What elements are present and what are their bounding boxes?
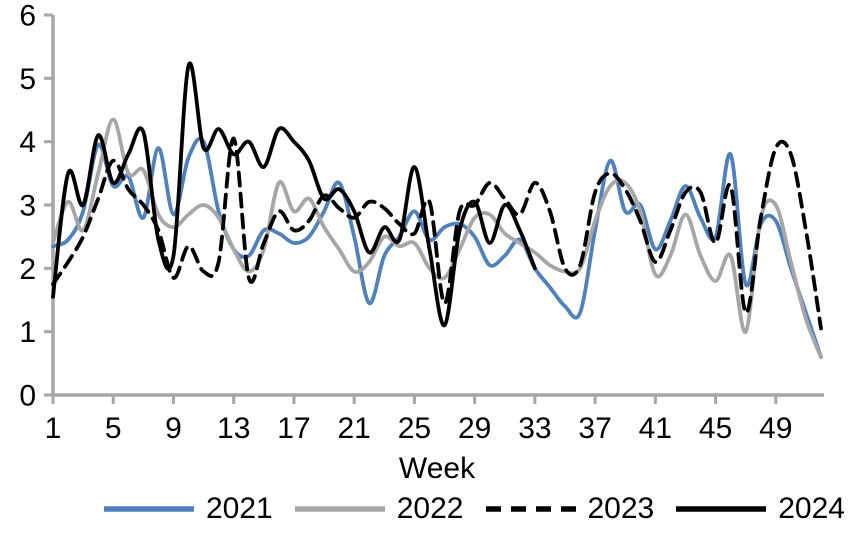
x-tick-label: 33 [518, 412, 551, 445]
legend-label-2021: 2021 [206, 492, 273, 525]
y-tick-label: 1 [19, 316, 36, 349]
x-tick-label: 1 [45, 412, 62, 445]
legend-swatch-2023-dashed-line [485, 506, 576, 512]
series-line-2022 [51, 117, 823, 359]
chart-legend: 2021 2022 2023 2024 [104, 494, 845, 524]
x-tick-label: 29 [458, 412, 491, 445]
legend-item-2022: 2022 [294, 492, 464, 525]
x-tick-label: 49 [759, 412, 792, 445]
x-tick-label: 5 [105, 412, 122, 445]
x-axis-title-row: Week [22, 452, 852, 486]
series-line-2024 [51, 61, 537, 328]
y-tick-label: 5 [19, 63, 36, 96]
y-tick-label: 4 [19, 126, 36, 159]
x-tick-label: 41 [639, 412, 672, 445]
legend-label-2024: 2024 [778, 492, 845, 525]
y-tick-label: 3 [19, 190, 36, 223]
x-axis-title: Week [398, 452, 476, 485]
x-tick-label: 45 [699, 412, 732, 445]
x-tick-label: 21 [337, 412, 370, 445]
y-tick-label: 6 [19, 0, 36, 33]
legend-swatch-2021-line [104, 506, 194, 512]
y-tick-label: 0 [19, 380, 36, 413]
x-tick-label: 9 [165, 412, 182, 445]
x-tick-label: 37 [578, 412, 611, 445]
x-tick-label: 13 [217, 412, 250, 445]
x-tick-label: 17 [277, 412, 310, 445]
series-line-2023 [51, 136, 823, 331]
x-tick-label: 25 [398, 412, 431, 445]
legend-item-2023: 2023 [485, 492, 655, 525]
legend-swatch-2024-line [676, 506, 767, 512]
legend-item-2024: 2024 [676, 494, 845, 524]
legend-item-2021: 2021 [104, 494, 273, 524]
y-tick-label: 2 [19, 253, 36, 286]
legend-label-2023: 2023 [587, 492, 655, 525]
legend-label-2022: 2022 [396, 492, 464, 525]
legend-swatch-2022-line [294, 506, 385, 512]
